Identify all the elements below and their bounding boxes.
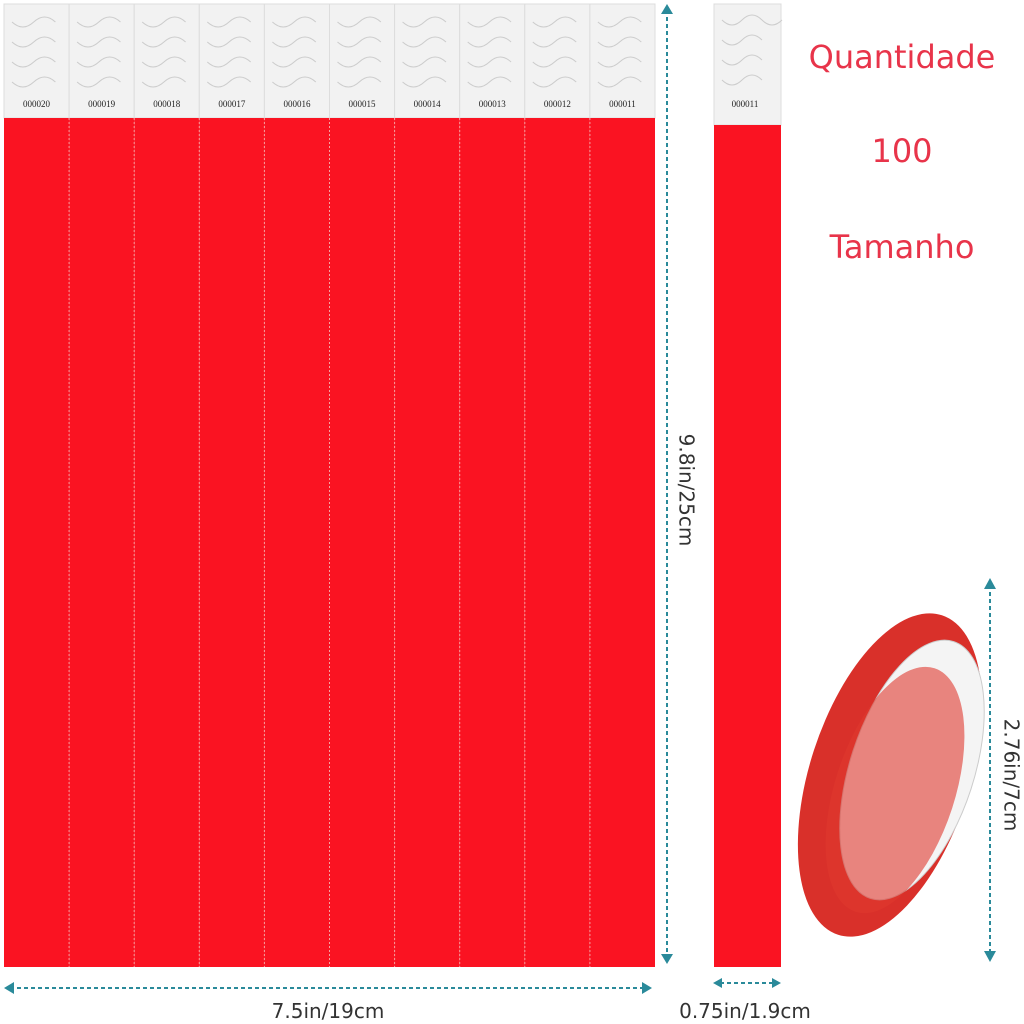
serial-number: 000015 <box>349 99 377 109</box>
dimension-label: 9.8in/25cm <box>675 434 699 547</box>
strip-body <box>4 118 70 967</box>
strip-sheet: 000020 000019 000018 000017 000016 000015 0000… <box>3 3 656 967</box>
serial-number: 000019 <box>88 99 116 109</box>
strip-body <box>524 118 590 967</box>
tab-pattern <box>402 16 447 88</box>
strip-body <box>589 118 655 967</box>
tab-pattern <box>532 16 577 88</box>
tab-pattern <box>11 16 56 88</box>
strip-tab <box>198 3 265 119</box>
band-front <box>825 666 965 914</box>
tab-pattern <box>206 16 252 88</box>
tab-pattern <box>597 16 642 88</box>
strip-tab <box>68 3 135 119</box>
dimension-label: 0.75in/1.9cm <box>679 999 811 1023</box>
dimension-arrows <box>4 4 996 994</box>
strip-body <box>459 118 525 967</box>
tab-pattern <box>76 16 121 88</box>
tab-pattern <box>337 16 382 88</box>
strip-body <box>69 118 135 967</box>
tab-pattern <box>467 16 512 88</box>
dimension-label: 2.76in/7cm <box>1000 719 1024 832</box>
strip-tab <box>713 3 782 126</box>
strip-body <box>264 118 330 967</box>
tab-pattern <box>141 16 186 88</box>
serial-number: 000018 <box>153 99 181 109</box>
serial-number: 000013 <box>479 99 507 109</box>
strip-body <box>199 118 265 967</box>
single-strip: 000011 <box>713 3 783 967</box>
strip-tab <box>459 3 526 119</box>
strip-tab <box>3 3 70 119</box>
quantity-label: Quantidade <box>809 38 996 76</box>
serial-number: 000012 <box>544 99 571 109</box>
serial-number: 000017 <box>218 99 246 109</box>
wristband <box>797 613 985 937</box>
strip-body <box>714 125 781 967</box>
dimension-label: 7.5in/19cm <box>272 999 385 1023</box>
serial-number: 000016 <box>283 99 311 109</box>
serial-number: 000011 <box>609 99 636 109</box>
strip-tab <box>589 3 656 119</box>
size-label: Tamanho <box>829 228 975 266</box>
serial-number: 000020 <box>23 99 51 109</box>
strip-body <box>134 118 200 967</box>
serial-number: 000011 <box>732 99 759 109</box>
tab-pattern <box>272 16 317 88</box>
tab-pattern <box>721 14 783 86</box>
serial-number: 000014 <box>414 99 442 109</box>
strip-tab <box>329 3 396 119</box>
strip-tab <box>394 3 461 119</box>
strip-tab <box>133 3 200 119</box>
quantity: 100 <box>871 132 932 170</box>
strip-tab <box>263 3 330 119</box>
strip-body <box>394 118 460 967</box>
strip-body <box>329 118 395 967</box>
strip-tab <box>524 3 591 119</box>
